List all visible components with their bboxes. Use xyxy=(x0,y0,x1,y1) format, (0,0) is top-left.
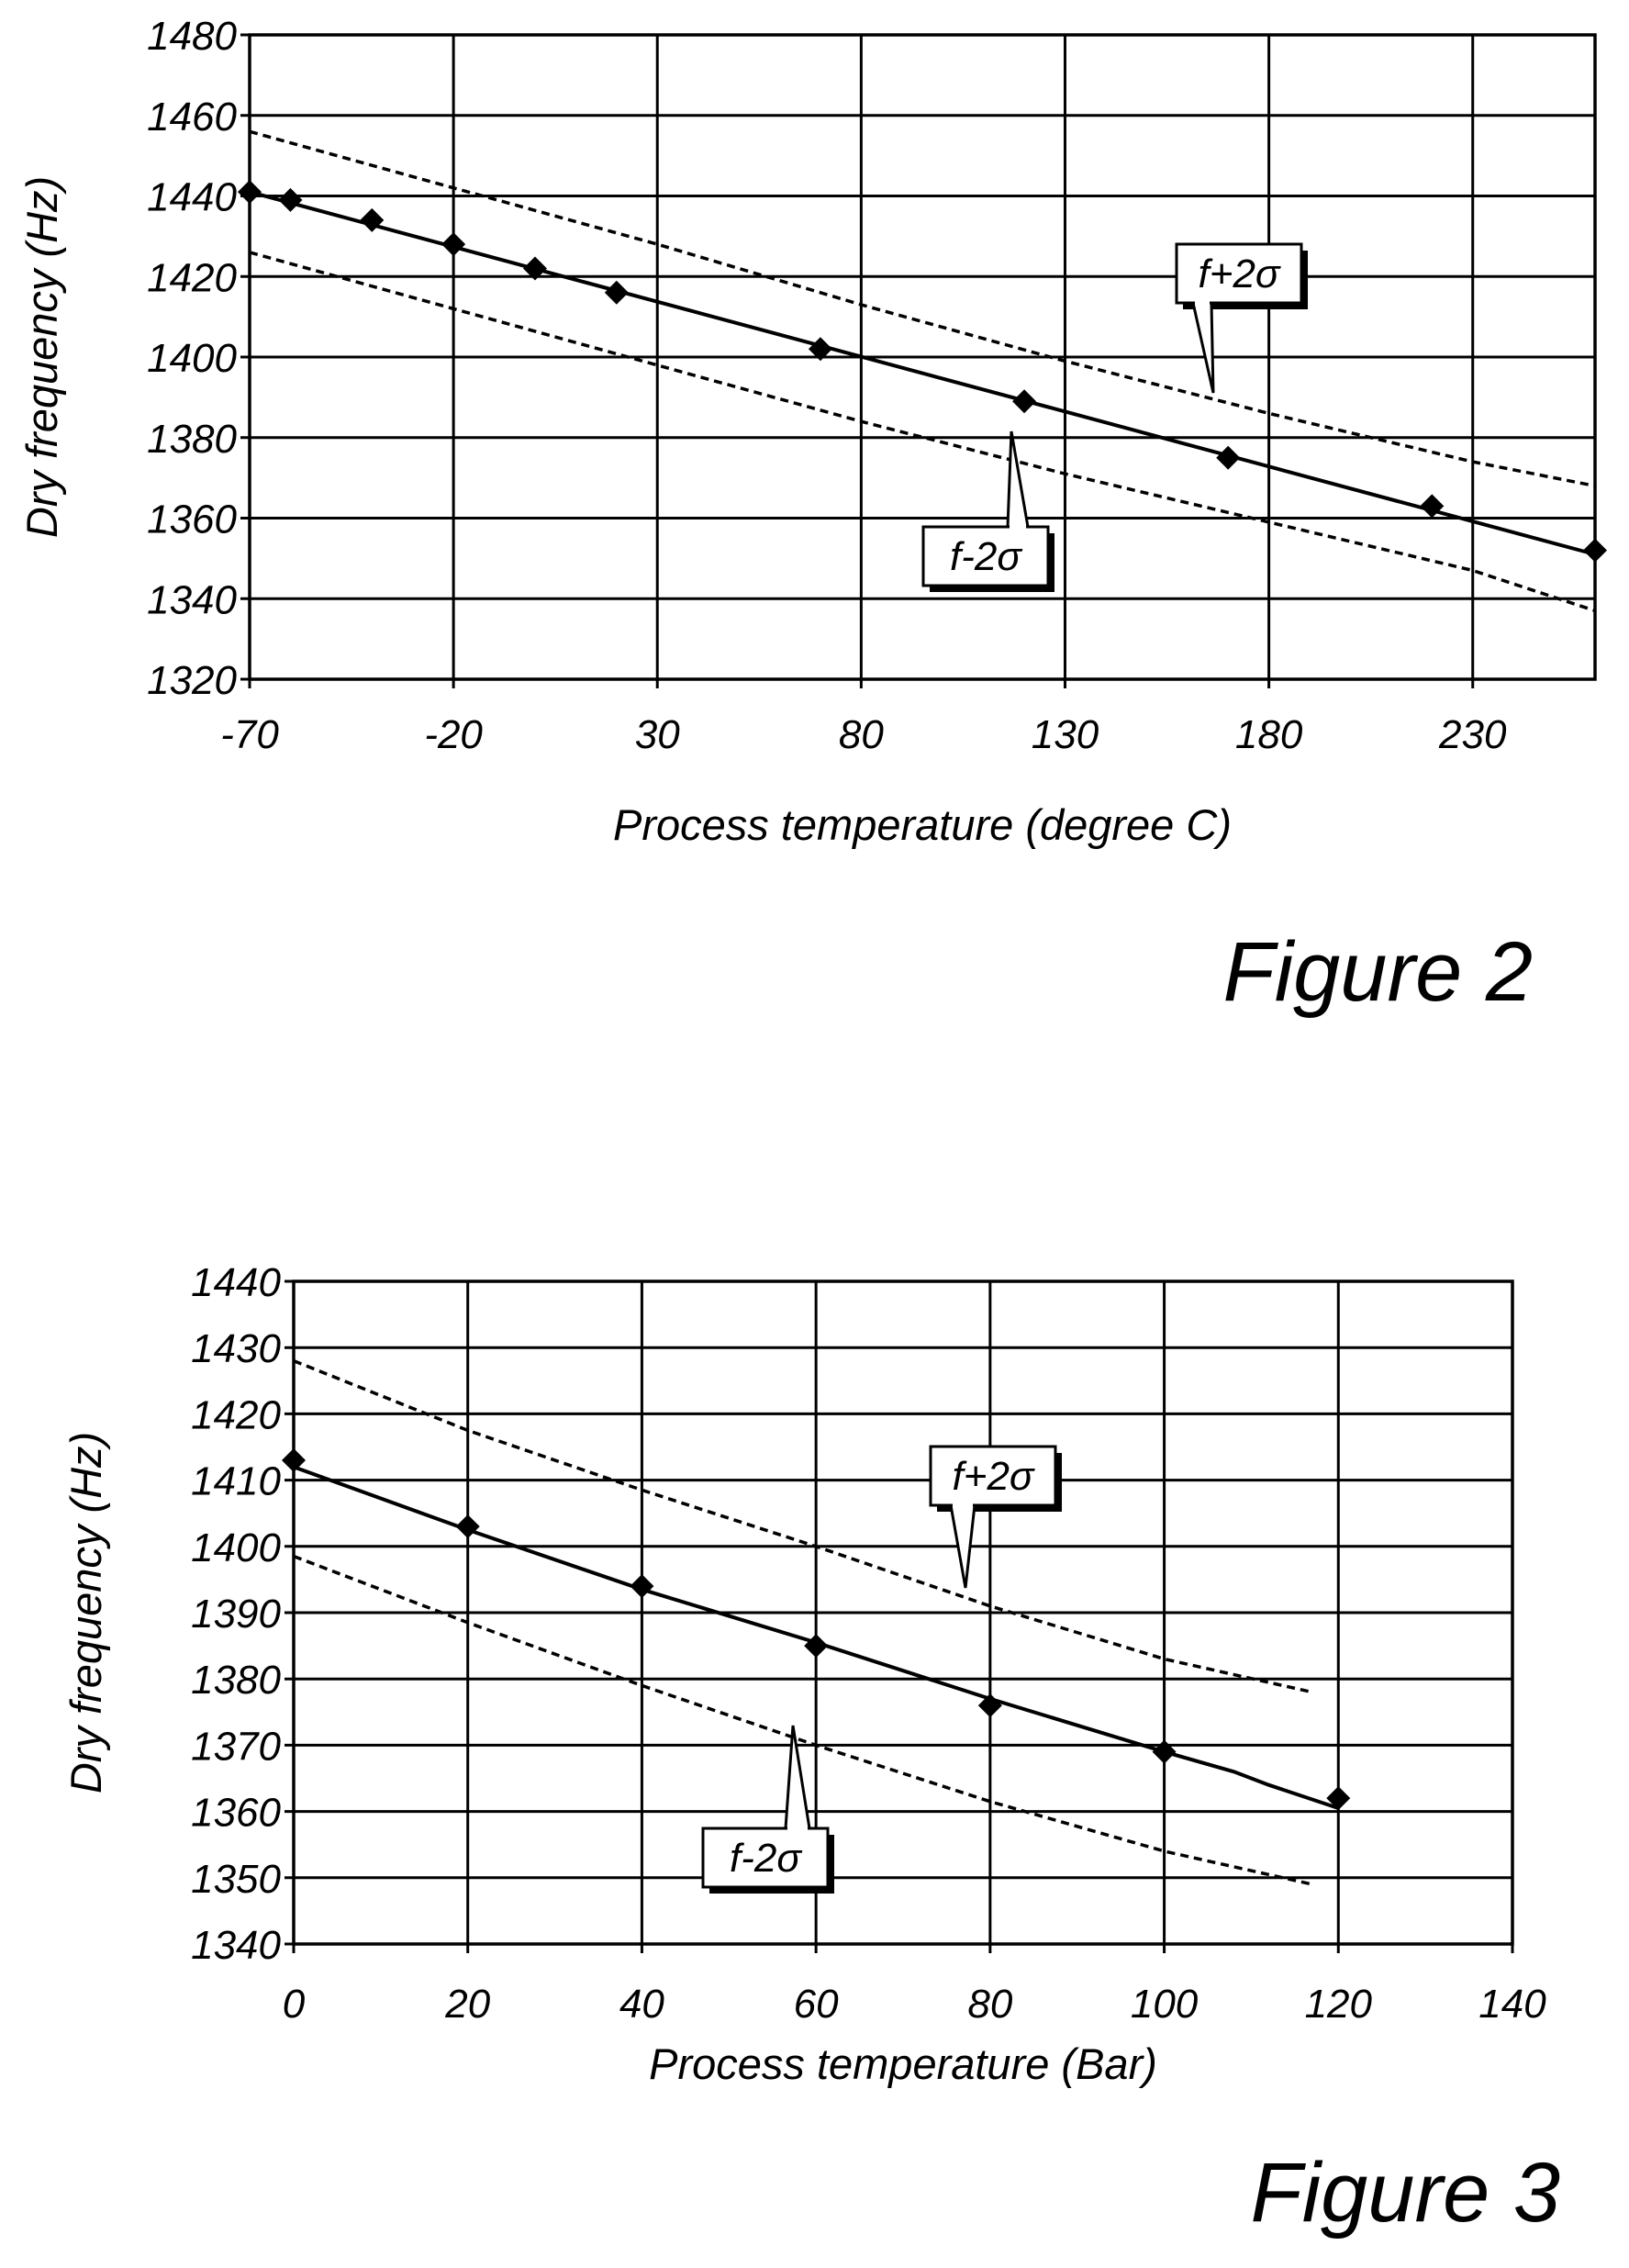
x-tick-label: -20 xyxy=(424,712,483,757)
x-axis-label: Process temperature (degree C) xyxy=(613,800,1232,849)
x-tick-label: 140 xyxy=(1478,1982,1546,2027)
plot-frame xyxy=(248,33,1597,681)
callout-box xyxy=(701,1827,830,1889)
plot-frame xyxy=(292,1279,1514,1946)
y-tick-label: 1420 xyxy=(191,1392,281,1437)
upper-band-line xyxy=(249,129,1596,488)
y-tick-label: 1370 xyxy=(191,1724,281,1769)
data-point xyxy=(808,337,832,362)
data-point xyxy=(630,1574,654,1599)
x-tick-label: 20 xyxy=(444,1982,490,2027)
x-tick-label: 60 xyxy=(794,1982,839,2027)
upper-band-callout: f+2σ xyxy=(1175,242,1308,394)
x-axis-label: Process temperature (Bar) xyxy=(649,2039,1157,2088)
x-tick-label: 80 xyxy=(967,1982,1012,2027)
y-tick-label: 1480 xyxy=(147,14,237,59)
y-tick-label: 1410 xyxy=(191,1459,281,1504)
y-tick-label: 1380 xyxy=(147,417,237,462)
x-tick-label: 130 xyxy=(1032,712,1099,757)
figure-2-caption: Figure 2 xyxy=(1223,925,1534,1019)
data-point xyxy=(278,187,303,212)
data-point xyxy=(441,232,466,257)
data-point xyxy=(1152,1739,1177,1764)
y-axis-label: Dry frequency (Hz) xyxy=(17,176,66,538)
y-tick-label: 1360 xyxy=(191,1791,281,1836)
data-point xyxy=(804,1634,829,1659)
x-tick-label: 0 xyxy=(283,1982,306,2027)
data-point xyxy=(1216,445,1241,470)
y-tick-label: 1440 xyxy=(147,175,237,220)
y-tick-label: 1400 xyxy=(147,336,237,381)
callout-label: f-2σ xyxy=(950,534,1022,579)
x-tick-label: 230 xyxy=(1438,712,1507,757)
figure-3-chart: 0 20 40 60 80 100 120 140 1340 1350 1360 1370 1380 13… xyxy=(61,1260,1546,2088)
y-axis-label: Dry frequency (Hz) xyxy=(61,1432,110,1793)
callout-pointer xyxy=(1006,430,1030,529)
data-point xyxy=(1012,389,1037,414)
data-point xyxy=(360,207,385,232)
figure-2-chart: -70 -20 30 80 130 180 230 1320 1340 1360 1380 1400 1… xyxy=(17,14,1607,849)
callout-box xyxy=(929,1445,1057,1507)
data-point xyxy=(282,1447,306,1472)
y-tick-label: 1360 xyxy=(147,497,237,542)
data-point xyxy=(604,280,629,305)
data-point xyxy=(1326,1786,1351,1811)
callout-label: f+2σ xyxy=(953,1454,1035,1499)
y-tick-label: 1420 xyxy=(147,255,237,300)
x-tick-label: 180 xyxy=(1235,712,1303,757)
fit-line xyxy=(249,190,1596,556)
x-tick-label: 80 xyxy=(839,712,884,757)
callout-box xyxy=(921,525,1050,587)
data-point xyxy=(522,256,547,281)
data-point xyxy=(1420,494,1445,519)
callout-label: f-2σ xyxy=(730,1836,802,1881)
data-point xyxy=(977,1693,1002,1718)
y-tick-label: 1430 xyxy=(191,1326,281,1371)
y-tick-label: 1460 xyxy=(147,95,237,140)
x-tick-label: -70 xyxy=(220,712,279,757)
x-tick-label: 100 xyxy=(1131,1982,1199,2027)
x-tick-label: 30 xyxy=(635,712,680,757)
callout-pointer xyxy=(1191,301,1215,394)
y-tick-label: 1400 xyxy=(191,1525,281,1570)
lower-band-callout: f-2σ xyxy=(701,1725,834,1894)
callout-label: f+2σ xyxy=(1199,251,1281,296)
lower-band-line xyxy=(249,251,1596,613)
callout-box xyxy=(1175,242,1303,305)
upper-band-line xyxy=(293,1358,1313,1694)
y-tick-label: 1340 xyxy=(191,1923,281,1968)
y-tick-label: 1320 xyxy=(147,658,237,703)
y-tick-label: 1340 xyxy=(147,577,237,622)
y-tick-label: 1350 xyxy=(191,1857,281,1902)
upper-band-callout: f+2σ xyxy=(929,1445,1062,1589)
data-point xyxy=(455,1514,480,1539)
data-point xyxy=(238,180,262,205)
x-tick-label: 120 xyxy=(1305,1982,1373,2027)
y-tick-label: 1440 xyxy=(191,1260,281,1305)
figure-3-caption: Figure 3 xyxy=(1251,2146,1561,2240)
x-tick-label: 40 xyxy=(619,1982,664,2027)
data-point xyxy=(1583,538,1607,563)
y-tick-label: 1380 xyxy=(191,1658,281,1703)
y-tick-label: 1390 xyxy=(191,1592,281,1637)
lower-band-callout: f-2σ xyxy=(921,430,1054,592)
lower-band-line xyxy=(293,1554,1313,1886)
